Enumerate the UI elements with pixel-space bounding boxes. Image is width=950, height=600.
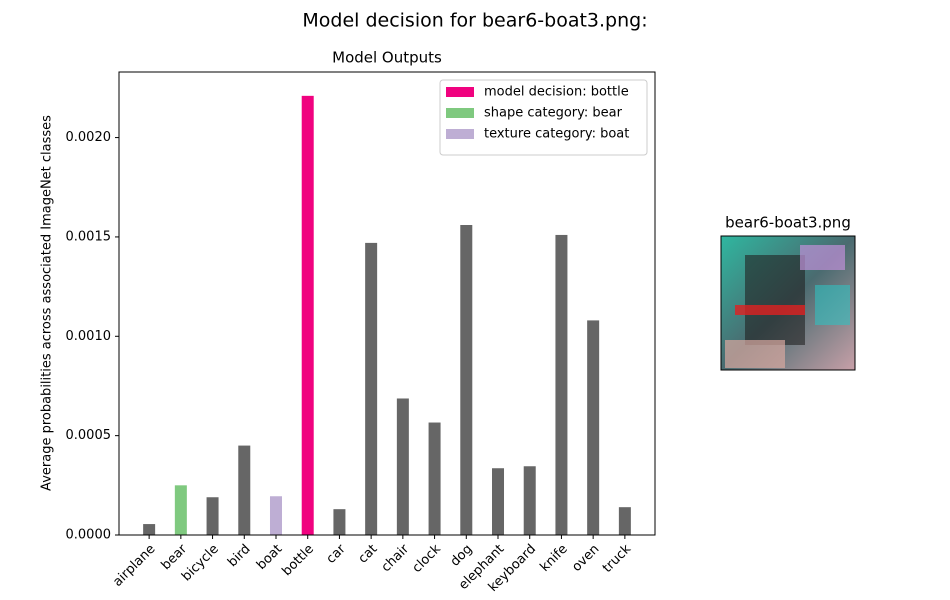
bar	[587, 320, 600, 535]
y-tick-label: 0.0020	[66, 130, 112, 145]
bar	[555, 234, 568, 535]
image-title: bear6-boat3.png	[725, 214, 851, 232]
x-tick-label: clock	[410, 541, 445, 576]
y-tick-label: 0.0000	[66, 528, 112, 543]
legend-label: model decision: bottle	[484, 85, 629, 100]
bar	[333, 509, 346, 535]
x-tick-label: car	[324, 541, 350, 567]
x-tick-label: bird	[225, 542, 253, 570]
legend-swatch	[446, 108, 474, 118]
bar	[143, 524, 156, 535]
legend-box	[439, 79, 648, 156]
bar	[365, 242, 378, 535]
stimulus-image	[720, 235, 856, 371]
legend-swatch	[446, 87, 474, 97]
y-tick-label: 0.0015	[66, 229, 112, 244]
x-tick-label: chair	[379, 541, 413, 575]
y-tick-label: 0.0010	[66, 329, 112, 344]
bar	[618, 507, 631, 535]
bar	[206, 497, 219, 535]
axes-frame	[118, 71, 656, 536]
x-tick-label: oven	[569, 542, 602, 575]
axes-title: Model Outputs	[332, 49, 442, 67]
bar	[238, 445, 251, 535]
y-axis-label: Average probabilities across associated …	[40, 115, 55, 491]
bar	[269, 496, 282, 535]
bar	[492, 468, 505, 535]
x-tick-label: bottle	[280, 542, 317, 579]
x-tick-label: knife	[538, 542, 571, 575]
y-tick-label: 0.0005	[66, 428, 112, 443]
legend-label: texture category: boat	[484, 127, 629, 142]
legend-label: shape category: bear	[484, 106, 623, 121]
legend-swatch	[446, 129, 474, 139]
figure-title: Model decision for bear6-boat3.png:	[302, 10, 647, 32]
bar	[396, 398, 409, 535]
bar	[301, 95, 314, 536]
x-tick-label: cat	[356, 542, 381, 567]
x-tick-label: airplane	[110, 542, 158, 590]
bar	[460, 225, 473, 535]
x-tick-label: dog	[448, 542, 476, 570]
bar	[428, 422, 441, 535]
bar	[523, 466, 536, 535]
bar	[174, 485, 187, 535]
x-tick-label: truck	[600, 541, 635, 576]
